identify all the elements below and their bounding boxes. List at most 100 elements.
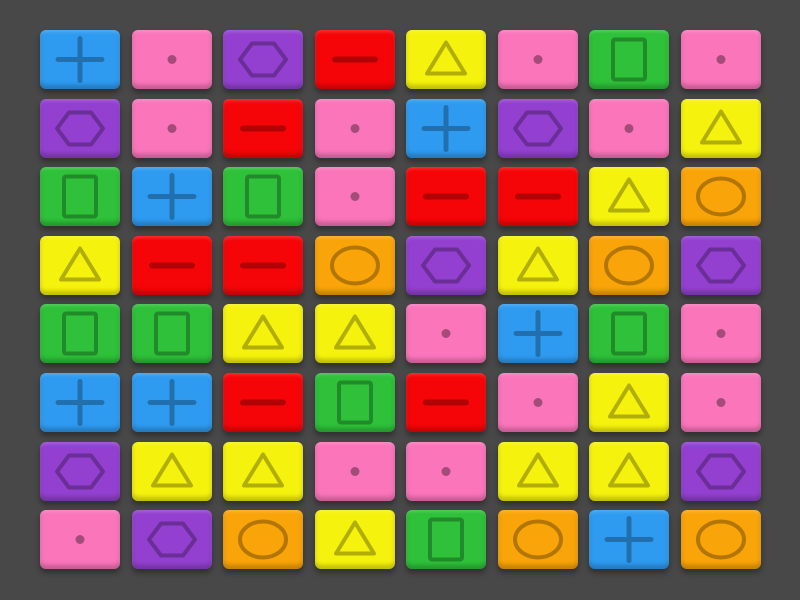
tile-r3c1-green-square[interactable]: [40, 167, 120, 227]
tile-r2c7-pink-dot[interactable]: [589, 98, 669, 158]
tile-r7c5-pink-dot[interactable]: [406, 441, 486, 501]
tile-r7c7-yellow-triangle[interactable]: [589, 441, 669, 501]
tile-r3c3-green-square[interactable]: [223, 167, 303, 227]
tile-r6c3-red-minus[interactable]: [223, 372, 303, 432]
minus-icon: [331, 56, 378, 63]
tile-r1c2-pink-dot[interactable]: [131, 30, 212, 89]
tile-r4c3-red-minus[interactable]: [223, 235, 303, 295]
tile-r6c6-pink-dot[interactable]: [497, 372, 578, 432]
tile-r7c8-purple-hexagon[interactable]: [680, 441, 761, 501]
triangle-icon: [59, 246, 101, 282]
triangle-icon: [608, 452, 650, 488]
tile-r5c3-yellow-triangle[interactable]: [223, 304, 303, 364]
tile-r3c8-orange-circle[interactable]: [680, 167, 761, 227]
tile-r7c6-yellow-triangle[interactable]: [497, 441, 578, 501]
tile-r6c1-blue-plus[interactable]: [40, 372, 120, 432]
tile-r6c2-blue-plus[interactable]: [131, 372, 212, 432]
tile-r4c1-yellow-triangle[interactable]: [40, 235, 120, 295]
tile-r2c2-pink-dot[interactable]: [131, 98, 212, 158]
tile-r7c1-purple-hexagon[interactable]: [40, 441, 120, 501]
minus-icon: [423, 399, 469, 406]
tile-r4c5-purple-hexagon[interactable]: [406, 235, 486, 295]
tile-r2c6-purple-hexagon[interactable]: [497, 98, 578, 158]
dot-icon: [716, 329, 725, 339]
tile-r3c7-yellow-triangle[interactable]: [589, 167, 669, 227]
minus-icon: [423, 193, 469, 200]
tile-r2c5-blue-plus[interactable]: [406, 98, 486, 158]
plus-icon: [147, 173, 196, 221]
dot-icon: [441, 466, 451, 476]
dot-icon: [350, 466, 359, 476]
tile-r8c8-orange-circle[interactable]: [680, 510, 761, 570]
tile-r1c5-yellow-triangle[interactable]: [406, 30, 486, 89]
square-icon: [611, 37, 647, 82]
hexagon-icon: [421, 247, 471, 284]
tile-r7c2-yellow-triangle[interactable]: [131, 441, 212, 501]
tile-r3c4-pink-dot[interactable]: [314, 167, 395, 227]
circle-icon: [695, 176, 746, 217]
tile-r8c2-purple-hexagon[interactable]: [131, 510, 212, 570]
plus-icon: [513, 310, 562, 358]
tile-r1c4-red-minus[interactable]: [314, 30, 395, 89]
tile-r3c5-red-minus[interactable]: [406, 167, 486, 227]
square-icon: [336, 380, 373, 425]
tile-r2c8-yellow-triangle[interactable]: [680, 98, 761, 158]
tile-r2c4-pink-dot[interactable]: [314, 98, 395, 158]
plus-icon: [55, 36, 105, 83]
tile-r5c6-blue-plus[interactable]: [497, 304, 578, 364]
tile-r1c7-green-square[interactable]: [589, 30, 669, 89]
dot-icon: [167, 55, 176, 64]
tile-r4c7-orange-circle[interactable]: [589, 235, 669, 295]
tile-r6c7-yellow-triangle[interactable]: [589, 372, 669, 432]
dot-icon: [716, 397, 725, 407]
hexagon-icon: [146, 521, 197, 558]
dot-icon: [533, 55, 542, 64]
tile-r3c2-blue-plus[interactable]: [131, 167, 212, 227]
tile-r1c8-pink-dot[interactable]: [680, 30, 761, 89]
tile-r5c7-green-square[interactable]: [589, 304, 669, 364]
tile-r5c2-green-square[interactable]: [131, 304, 212, 364]
tile-r8c7-blue-plus[interactable]: [589, 510, 669, 570]
plus-icon: [55, 378, 105, 426]
circle-icon: [604, 245, 654, 286]
tile-r5c8-pink-dot[interactable]: [680, 304, 761, 364]
hexagon-icon: [695, 453, 746, 490]
tile-r1c1-blue-plus[interactable]: [40, 30, 120, 89]
triangle-icon: [425, 40, 467, 76]
hexagon-icon: [695, 247, 746, 284]
tile-r8c5-green-square[interactable]: [406, 510, 486, 570]
tile-r4c6-yellow-triangle[interactable]: [497, 235, 578, 295]
tile-r5c4-yellow-triangle[interactable]: [314, 304, 395, 364]
minus-icon: [240, 262, 286, 269]
tile-r8c3-orange-circle[interactable]: [223, 510, 303, 570]
tile-r1c3-purple-hexagon[interactable]: [223, 30, 303, 89]
tile-r4c8-purple-hexagon[interactable]: [680, 235, 761, 295]
circle-icon: [512, 519, 563, 560]
tile-r4c4-orange-circle[interactable]: [314, 235, 395, 295]
tile-r4c2-red-minus[interactable]: [131, 235, 212, 295]
dot-icon: [350, 192, 359, 202]
tile-r7c3-yellow-triangle[interactable]: [223, 441, 303, 501]
dot-icon: [533, 397, 542, 407]
tile-r6c8-pink-dot[interactable]: [680, 372, 761, 432]
tile-r5c1-green-square[interactable]: [40, 304, 120, 364]
tile-r2c3-red-minus[interactable]: [223, 98, 303, 158]
dot-icon: [441, 329, 451, 339]
dot-icon: [75, 535, 85, 545]
tile-r5c5-pink-dot[interactable]: [406, 304, 486, 364]
game-board: [40, 30, 761, 570]
tile-r1c6-pink-dot[interactable]: [497, 30, 578, 89]
tile-r6c4-green-square[interactable]: [314, 372, 395, 432]
tile-r3c6-red-minus[interactable]: [497, 167, 578, 227]
tile-r7c4-pink-dot[interactable]: [314, 441, 395, 501]
tile-r8c1-pink-dot[interactable]: [40, 510, 120, 570]
tile-r2c1-purple-hexagon[interactable]: [40, 98, 120, 158]
tile-r6c5-red-minus[interactable]: [406, 372, 486, 432]
square-icon: [245, 174, 281, 219]
tile-r8c4-yellow-triangle[interactable]: [314, 510, 395, 570]
triangle-icon: [608, 177, 650, 213]
dot-icon: [350, 123, 359, 133]
tile-r8c6-orange-circle[interactable]: [497, 510, 578, 570]
square-icon: [153, 311, 190, 356]
